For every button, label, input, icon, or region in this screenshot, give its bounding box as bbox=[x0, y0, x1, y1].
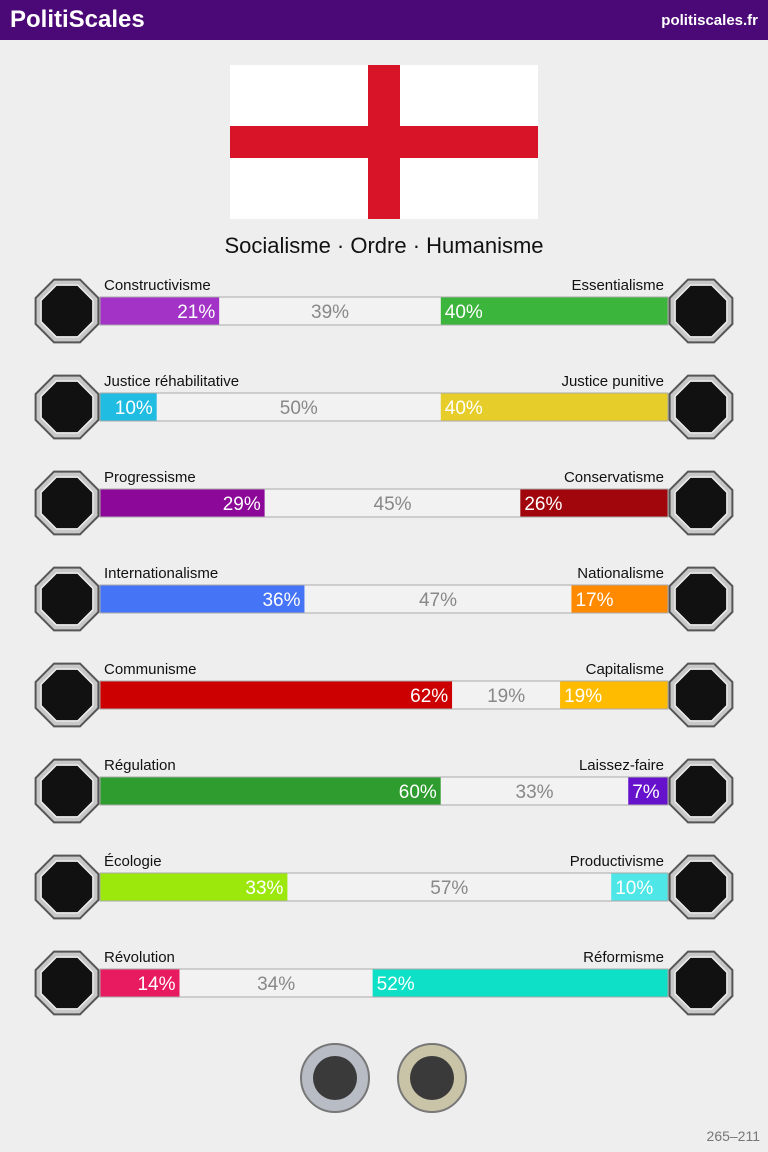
axis-icon-core bbox=[40, 572, 94, 626]
axis-left-label: Régulation bbox=[104, 757, 176, 774]
bar-frame bbox=[99, 584, 669, 614]
axis-icon-core bbox=[40, 860, 94, 914]
bar-segment bbox=[100, 777, 441, 805]
bar-label: 17% bbox=[575, 590, 613, 611]
bar-label: 40% bbox=[445, 398, 483, 419]
axis-icon-core bbox=[674, 476, 728, 530]
badge bbox=[300, 1043, 370, 1113]
bar-label: 47% bbox=[419, 590, 457, 611]
axis-icon-core bbox=[674, 956, 728, 1010]
site-link[interactable]: politiscales.fr bbox=[661, 12, 758, 29]
bar-label: 57% bbox=[430, 878, 468, 899]
bar-label: 33% bbox=[245, 878, 283, 899]
bar-frame bbox=[99, 776, 669, 806]
bar-segment bbox=[611, 873, 668, 901]
bar-label: 29% bbox=[223, 494, 261, 515]
app-title[interactable]: PolitiScales bbox=[10, 6, 145, 33]
bar-segment bbox=[304, 585, 572, 613]
bar-segment bbox=[628, 777, 668, 805]
axis-icon-core bbox=[674, 572, 728, 626]
bar-segment bbox=[100, 489, 265, 517]
axis-icon-core bbox=[674, 860, 728, 914]
bar-segment bbox=[100, 969, 180, 997]
bar-frame bbox=[99, 488, 669, 518]
axis-left-label: Justice réhabilitative bbox=[104, 373, 239, 390]
bar-label: 14% bbox=[137, 974, 175, 995]
bar-segment bbox=[571, 585, 668, 613]
bar-segment bbox=[219, 297, 441, 325]
axis-left-label: Progressisme bbox=[104, 469, 196, 486]
bar-segment bbox=[100, 585, 305, 613]
axis-right-label: Justice punitive bbox=[561, 373, 664, 390]
axis-right-label: Essentialisme bbox=[571, 277, 664, 294]
bar-segment bbox=[440, 297, 668, 325]
axis-icon-core bbox=[674, 284, 728, 338]
bar-label: 62% bbox=[410, 686, 448, 707]
bar-label: 19% bbox=[564, 686, 602, 707]
bar-label: 60% bbox=[399, 782, 437, 803]
axis-right-label: Nationalisme bbox=[577, 565, 664, 582]
bar-segment bbox=[440, 393, 668, 421]
bar-segment bbox=[520, 489, 668, 517]
badge bbox=[397, 1043, 467, 1113]
bar-label: 19% bbox=[487, 686, 525, 707]
bar-frame bbox=[99, 872, 669, 902]
bar-label: 45% bbox=[374, 494, 412, 515]
bar-segment bbox=[264, 489, 521, 517]
axis-icon-core bbox=[674, 764, 728, 818]
bar-label: 33% bbox=[516, 782, 554, 803]
bar-label: 10% bbox=[115, 398, 153, 419]
bar-segment bbox=[372, 969, 668, 997]
flag bbox=[230, 65, 538, 219]
footer: 265–211 bbox=[706, 1128, 760, 1144]
axis-right-label: Productivisme bbox=[570, 853, 664, 870]
bar-segment bbox=[156, 393, 441, 421]
bar-label: 52% bbox=[377, 974, 415, 995]
axis-right-label: Capitalisme bbox=[586, 661, 664, 678]
axis-left-label: Internationalisme bbox=[104, 565, 218, 582]
axis-left-label: Écologie bbox=[104, 853, 162, 870]
bar-frame bbox=[99, 968, 669, 998]
bar-label: 26% bbox=[524, 494, 562, 515]
bar-segment bbox=[287, 873, 612, 901]
bar-frame bbox=[99, 392, 669, 422]
axis-right-label: Conservatisme bbox=[564, 469, 664, 486]
axis-left-label: Communisme bbox=[104, 661, 197, 678]
axis-icon-core bbox=[40, 956, 94, 1010]
bar-label: 50% bbox=[280, 398, 318, 419]
axis-icon-core bbox=[40, 764, 94, 818]
axis-right-label: Laissez-faire bbox=[579, 757, 664, 774]
axis-icon-core bbox=[40, 668, 94, 722]
bar-label: 10% bbox=[615, 878, 653, 899]
bar-frame bbox=[99, 680, 669, 710]
bar-label: 39% bbox=[311, 302, 349, 323]
axis-icon-core bbox=[674, 668, 728, 722]
bar-segment bbox=[452, 681, 561, 709]
axis-icon-core bbox=[40, 380, 94, 434]
bar-segment bbox=[100, 873, 288, 901]
bar-segment bbox=[100, 681, 453, 709]
bar-label: 21% bbox=[177, 302, 215, 323]
bar-label: 36% bbox=[262, 590, 300, 611]
bar-label: 40% bbox=[445, 302, 483, 323]
bar-segment bbox=[440, 777, 629, 805]
header: PolitiScales politiscales.fr bbox=[0, 0, 768, 40]
bar-segment bbox=[100, 297, 220, 325]
bar-segment bbox=[100, 393, 157, 421]
bar-segment bbox=[179, 969, 373, 997]
axis-left-label: Constructivisme bbox=[104, 277, 211, 294]
subtitle: Socialisme · Ordre · Humanisme bbox=[224, 233, 544, 258]
bar-label: 7% bbox=[632, 782, 660, 803]
bar-frame bbox=[99, 296, 669, 326]
bar-label: 34% bbox=[257, 974, 295, 995]
axis-icon-core bbox=[40, 476, 94, 530]
axis-left-label: Révolution bbox=[104, 949, 175, 966]
axis-right-label: Réformisme bbox=[583, 949, 664, 966]
axis-icon-core bbox=[674, 380, 728, 434]
bar-segment bbox=[560, 681, 668, 709]
axis-icon-core bbox=[40, 284, 94, 338]
